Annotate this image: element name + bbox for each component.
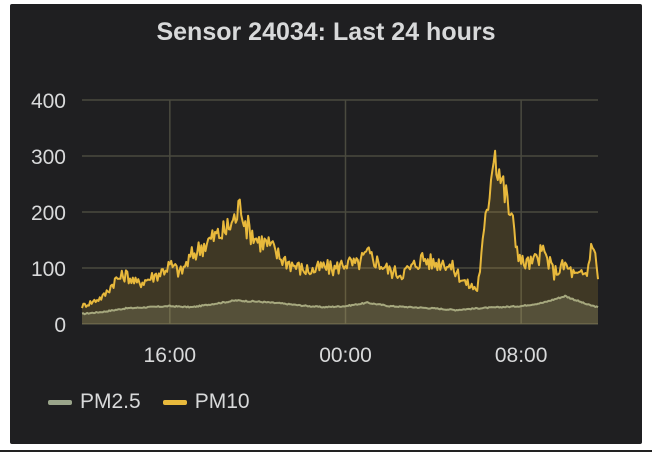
x-tick-label-2: 08:00 bbox=[495, 344, 548, 367]
y-tick-label-400: 400 bbox=[31, 90, 66, 113]
x-axis-ticks: 16:00 00:00 08:00 bbox=[144, 344, 548, 367]
legend-item-pm10[interactable]: PM10 bbox=[162, 390, 250, 414]
chart-plot: 0 100 200 300 400 16:00 00:00 08:00 bbox=[31, 90, 599, 367]
series-layer bbox=[81, 149, 599, 324]
series-area-pm25 bbox=[82, 295, 598, 324]
series-area-pm10 bbox=[82, 150, 598, 324]
series-line-pm10 bbox=[81, 149, 599, 309]
legend-label-pm10: PM10 bbox=[194, 390, 250, 413]
legend-item-pm25[interactable]: PM2.5 bbox=[48, 390, 141, 414]
legend: PM2.5 PM10 bbox=[48, 390, 272, 414]
y-tick-label-200: 200 bbox=[31, 202, 66, 225]
legend-swatch-pm10 bbox=[162, 399, 187, 405]
legend-swatch-pm25 bbox=[48, 399, 72, 405]
legend-label-pm25: PM2.5 bbox=[80, 390, 141, 413]
y-axis-ticks: 0 100 200 300 400 bbox=[31, 90, 66, 337]
chart-panel: Sensor 24034: Last 24 hours 0 100 200 300 40… bbox=[10, 4, 642, 444]
x-tick-label-0: 16:00 bbox=[144, 344, 197, 367]
series-line-pm25 bbox=[81, 294, 599, 316]
page-divider bbox=[0, 450, 652, 452]
y-tick-label-0: 0 bbox=[54, 314, 66, 337]
x-tick-label-1: 00:00 bbox=[319, 344, 372, 367]
chart-title: Sensor 24034: Last 24 hours bbox=[156, 18, 496, 46]
y-tick-label-300: 300 bbox=[31, 146, 66, 169]
y-tick-label-100: 100 bbox=[31, 258, 66, 281]
